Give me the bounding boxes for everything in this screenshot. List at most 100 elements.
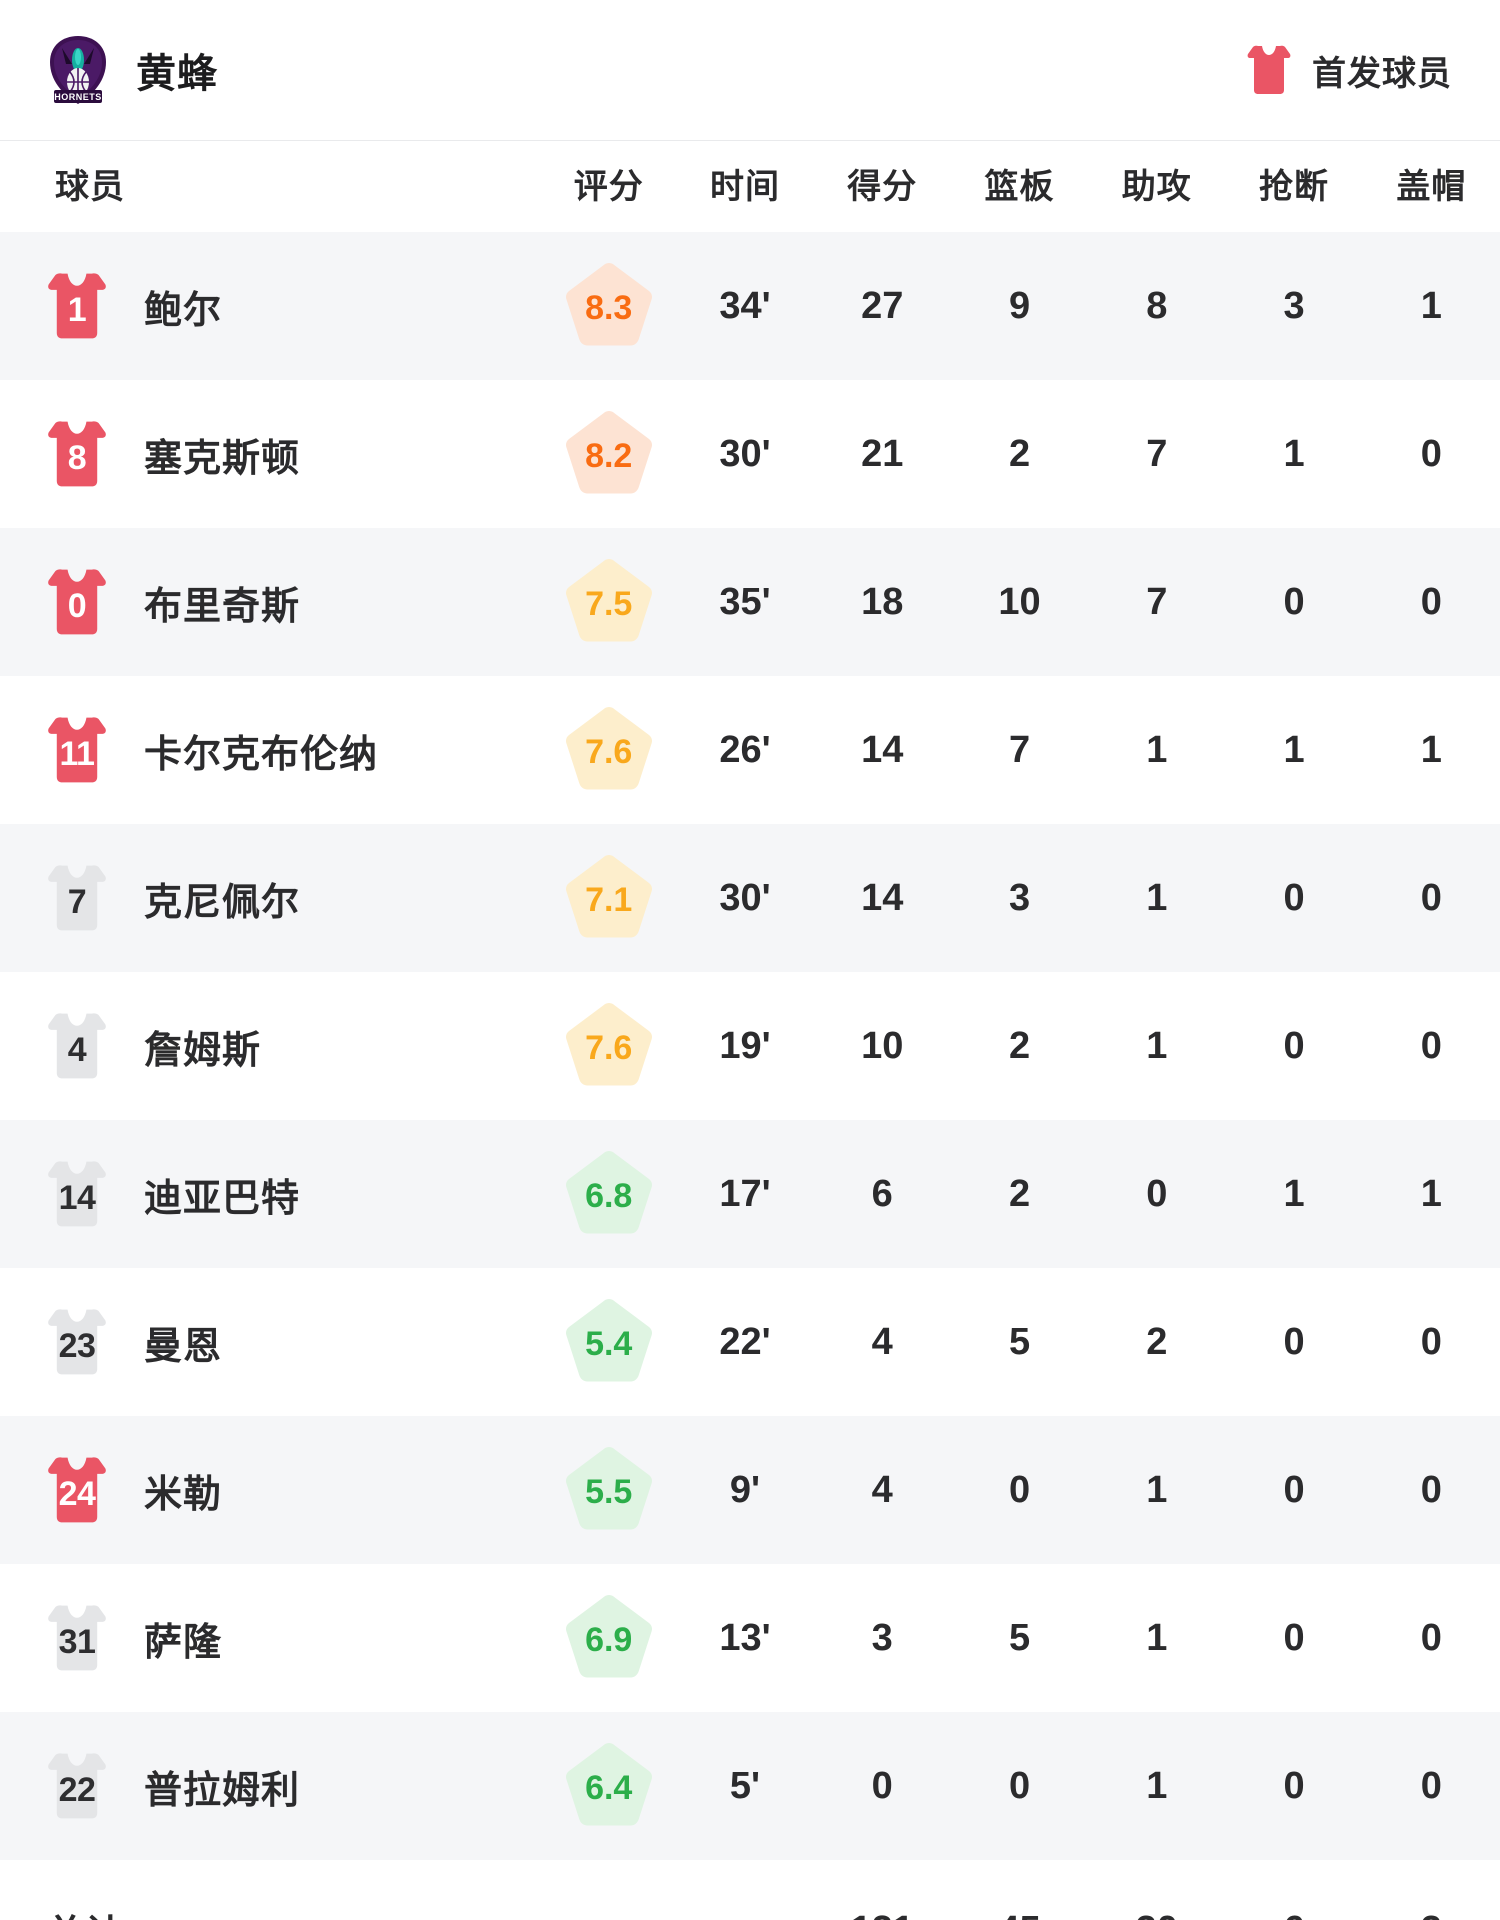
blocks-value: 0 [1420,1616,1442,1659]
steals-value: 0 [1283,1616,1305,1659]
player-cell[interactable]: 14 迪亚巴特 [0,1120,541,1268]
rating-cell: 6.4 [541,1712,676,1860]
table-row[interactable]: 23 曼恩 5.4 22' 4 5 2 0 0 [0,1268,1500,1416]
rating-value: 7.5 [585,585,633,623]
player-cell[interactable]: 4 詹姆斯 [0,972,541,1120]
steals-value: 0 [1283,580,1305,623]
assists-value: 8 [1146,284,1168,327]
blocks-value: 1 [1420,1172,1442,1215]
rating-cell: 7.6 [541,676,676,824]
blocks-value: 1 [1420,284,1442,327]
player-cell[interactable]: 7 克尼佩尔 [0,824,541,972]
team-identity[interactable]: HORNETS 黄蜂 [42,34,218,106]
player-name[interactable]: 克尼佩尔 [144,881,301,924]
player-cell[interactable]: 31 萨隆 [0,1564,541,1712]
column-header-player[interactable]: 球员 [55,168,125,206]
player-name[interactable]: 塞克斯顿 [144,437,301,480]
rating-badge: 6.4 [563,1741,655,1831]
rating-value: 5.4 [585,1325,633,1363]
minutes-value: 13' [719,1616,771,1659]
jersey-icon: 11 [46,713,108,787]
player-name[interactable]: 普拉姆利 [144,1769,301,1812]
jersey-icon: 14 [46,1157,108,1231]
player-name[interactable]: 卡尔克布伦纳 [144,733,379,776]
steals-value: 3 [1283,284,1305,327]
player-cell[interactable]: 24 米勒 [0,1416,541,1564]
points-value: 27 [861,284,904,327]
rebounds-value: 7 [1008,728,1031,771]
totals-blocks: 3 [1363,1860,1500,1920]
jersey-number: 23 [58,1326,96,1365]
blocks-value: 0 [1420,432,1442,475]
column-header-assists[interactable]: 助攻 [1121,168,1192,206]
assists-value: 1 [1146,1468,1168,1511]
table-row[interactable]: 22 普拉姆利 6.4 5' 0 0 1 0 0 [0,1712,1500,1860]
blocks-value: 0 [1420,1468,1442,1511]
points-value: 10 [861,1024,904,1067]
table-row[interactable]: 11 卡尔克布伦纳 7.6 26' 14 7 1 1 1 [0,676,1500,824]
table-row[interactable]: 0 布里奇斯 7.5 35' 18 10 7 0 0 [0,528,1500,676]
boxscore-table: 球员 评分 时间 得分 篮板 助攻 抢断 盖帽 1 鲍尔 8.3 34' 27 9 8 3 1 8… [0,141,1500,1920]
player-name[interactable]: 鲍尔 [144,289,223,332]
player-cell[interactable]: 8 塞克斯顿 [0,380,541,528]
player-cell[interactable]: 11 卡尔克布伦纳 [0,676,541,824]
blocks-value: 1 [1420,728,1442,771]
jersey-icon: 23 [46,1305,108,1379]
assists-value: 0 [1146,1172,1168,1215]
rating-value: 6.8 [585,1177,633,1215]
player-name[interactable]: 萨隆 [144,1621,223,1664]
points-value: 3 [871,1616,893,1659]
jersey-icon: 31 [46,1601,108,1675]
points-value: 0 [871,1764,893,1807]
jersey-icon: 22 [46,1749,108,1823]
column-header-minutes[interactable]: 时间 [709,168,780,206]
legend-label: 首发球员 [1312,54,1452,93]
player-cell[interactable]: 22 普拉姆利 [0,1712,541,1860]
column-header-blocks[interactable]: 盖帽 [1396,168,1467,206]
points-value: 14 [861,728,904,771]
player-name[interactable]: 詹姆斯 [144,1029,262,1072]
starters-legend: 首发球员 [1246,44,1452,96]
player-name[interactable]: 米勒 [144,1473,223,1516]
player-cell[interactable]: 23 曼恩 [0,1268,541,1416]
jersey-icon: 4 [46,1009,108,1083]
player-cell[interactable]: 1 鲍尔 [0,232,541,380]
minutes-value: 17' [719,1172,771,1215]
minutes-value: 30' [719,876,771,919]
minutes-value: 19' [719,1024,771,1067]
hornets-logo-icon: HORNETS [42,34,114,106]
rating-value: 7.6 [585,733,633,771]
jersey-icon: 1 [46,269,108,343]
rating-cell: 6.9 [541,1564,676,1712]
rebounds-value: 9 [1008,284,1031,327]
table-row[interactable]: 4 詹姆斯 7.6 19' 10 2 1 0 0 [0,972,1500,1120]
rating-badge: 5.5 [563,1445,655,1535]
player-cell[interactable]: 0 布里奇斯 [0,528,541,676]
table-row[interactable]: 24 米勒 5.5 9' 4 0 1 0 0 [0,1416,1500,1564]
rating-badge: 7.1 [563,853,655,943]
column-header-points[interactable]: 得分 [847,168,918,206]
table-row[interactable]: 14 迪亚巴特 6.8 17' 6 2 0 1 1 [0,1120,1500,1268]
minutes-value: 30' [719,432,771,475]
table-row[interactable]: 1 鲍尔 8.3 34' 27 9 8 3 1 [0,232,1500,380]
column-header-rating[interactable]: 评分 [573,168,644,206]
rating-badge: 7.6 [563,705,655,795]
player-name[interactable]: 曼恩 [144,1325,223,1368]
column-header-rebounds[interactable]: 篮板 [984,168,1055,206]
table-row[interactable]: 8 塞克斯顿 8.2 30' 21 2 7 1 0 [0,380,1500,528]
jersey-number: 8 [67,438,87,477]
jersey-number: 31 [58,1622,96,1661]
rebounds-value: 2 [1008,1024,1031,1067]
rebounds-value: 2 [1008,432,1031,475]
minutes-value: 9' [729,1468,761,1511]
rating-badge: 5.4 [563,1297,655,1387]
rating-cell: 6.8 [541,1120,676,1268]
rebounds-value: 5 [1008,1616,1031,1659]
totals-row: 总计--121453063 [0,1860,1500,1920]
player-name[interactable]: 迪亚巴特 [144,1177,301,1220]
table-row[interactable]: 7 克尼佩尔 7.1 30' 14 3 1 0 0 [0,824,1500,972]
minutes-value: 35' [719,580,771,623]
column-header-steals[interactable]: 抢断 [1259,168,1330,206]
table-row[interactable]: 31 萨隆 6.9 13' 3 5 1 0 0 [0,1564,1500,1712]
player-name[interactable]: 布里奇斯 [144,585,301,628]
